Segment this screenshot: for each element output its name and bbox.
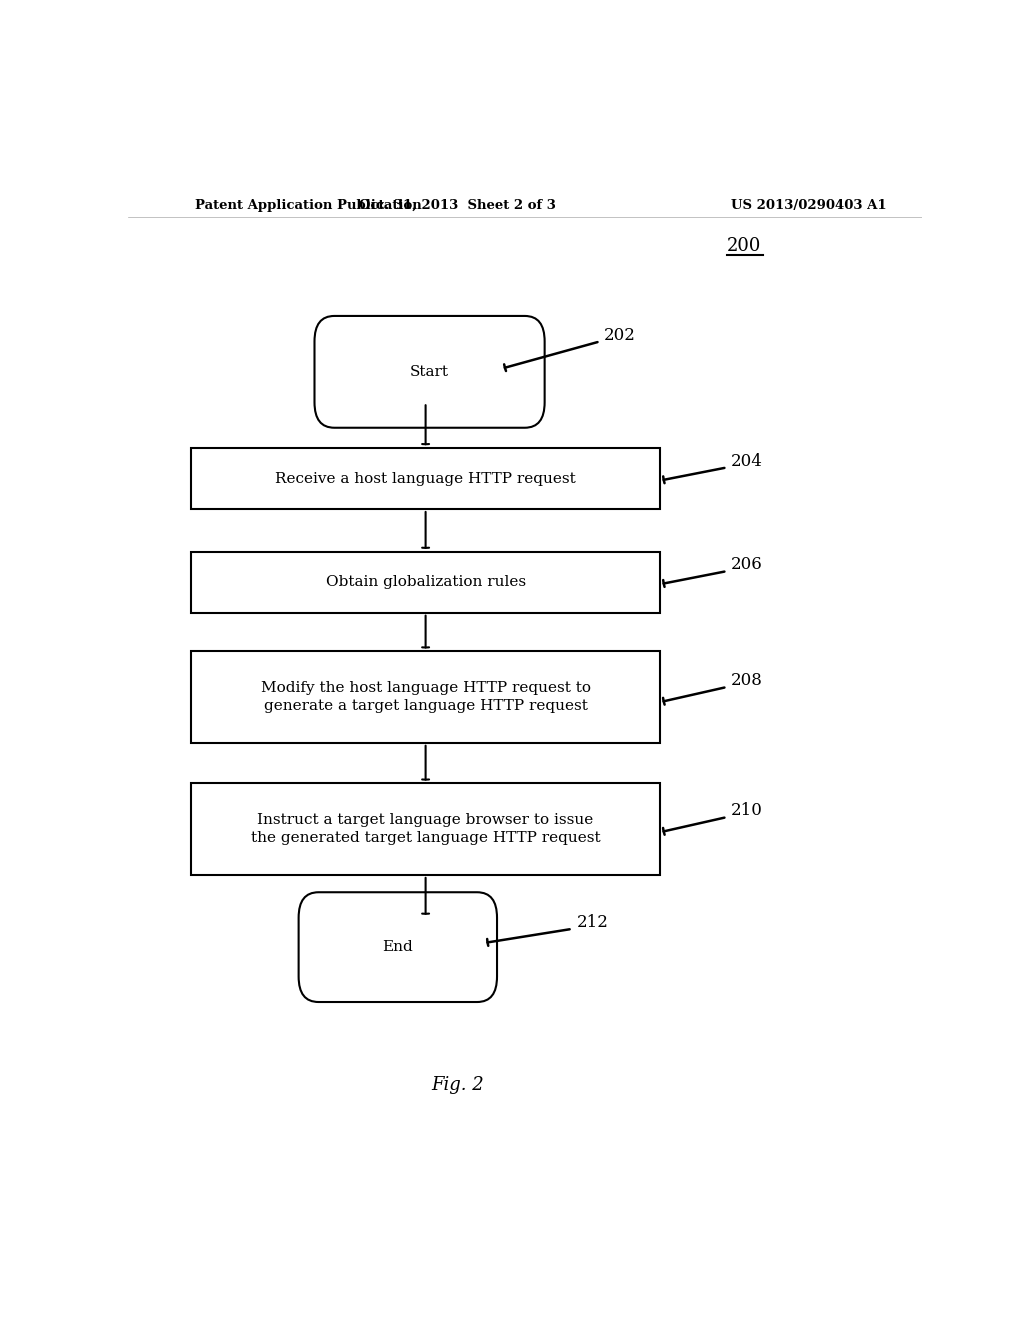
Text: 204: 204 xyxy=(731,453,763,470)
Text: Obtain globalization rules: Obtain globalization rules xyxy=(326,576,525,589)
Text: Instruct a target language browser to issue
the generated target language HTTP r: Instruct a target language browser to is… xyxy=(251,813,600,845)
FancyBboxPatch shape xyxy=(314,315,545,428)
Text: 212: 212 xyxy=(577,915,608,931)
Text: 210: 210 xyxy=(731,803,763,820)
Bar xyxy=(191,447,659,510)
Text: Modify the host language HTTP request to
generate a target language HTTP request: Modify the host language HTTP request to… xyxy=(260,681,591,713)
Text: 200: 200 xyxy=(727,238,762,255)
Text: 208: 208 xyxy=(731,672,763,689)
Text: Receive a host language HTTP request: Receive a host language HTTP request xyxy=(275,471,575,486)
Text: Patent Application Publication: Patent Application Publication xyxy=(196,198,422,211)
Text: 206: 206 xyxy=(731,557,763,573)
Text: Oct. 31, 2013  Sheet 2 of 3: Oct. 31, 2013 Sheet 2 of 3 xyxy=(358,198,556,211)
Text: 202: 202 xyxy=(604,327,636,343)
Text: US 2013/0290403 A1: US 2013/0290403 A1 xyxy=(731,198,887,211)
Text: Fig. 2: Fig. 2 xyxy=(431,1076,483,1094)
Bar xyxy=(191,552,659,612)
Text: End: End xyxy=(382,940,414,954)
Bar xyxy=(191,651,659,743)
FancyBboxPatch shape xyxy=(299,892,497,1002)
Text: Start: Start xyxy=(410,364,450,379)
Bar xyxy=(191,784,659,875)
